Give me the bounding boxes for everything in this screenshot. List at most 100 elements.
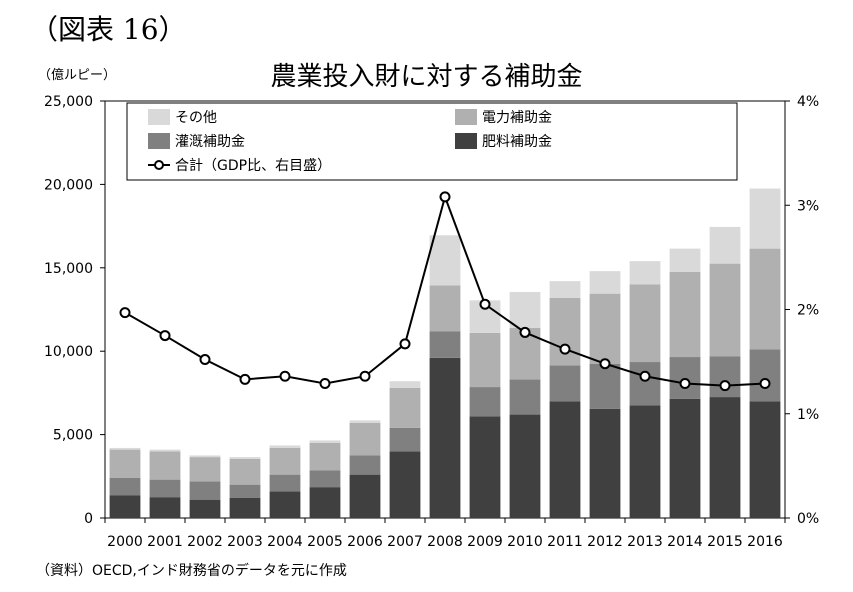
x-axis-tick-label: 2014 [667, 534, 703, 550]
bar-その他 [309, 440, 341, 443]
x-axis-tick-label: 2013 [627, 534, 663, 550]
line-gdp-ratio-point [279, 370, 291, 382]
bar-灌漑補助金 [429, 331, 461, 358]
bar-灌漑補助金 [189, 481, 221, 500]
figure-label: （図表 16） [30, 13, 187, 46]
bar-灌漑補助金 [469, 387, 501, 417]
legend-swatch-その他 [148, 109, 170, 125]
bar-肥料補助金 [669, 398, 701, 518]
bar-灌漑補助金 [629, 362, 661, 406]
x-axis-tick-label: 2016 [747, 534, 783, 550]
x-axis-tick-label: 2009 [467, 534, 503, 550]
x-axis-tick-label: 2007 [387, 534, 423, 550]
line-gdp-ratio-point [359, 370, 371, 382]
x-axis-tick-label: 2002 [187, 534, 223, 550]
line-gdp-ratio-point [399, 338, 411, 350]
left-axis-tick-label: 10,000 [44, 344, 93, 360]
bar-その他 [629, 261, 661, 285]
bar-灌漑補助金 [749, 349, 781, 402]
legend-swatch-肥料補助金 [455, 133, 477, 149]
left-axis-tick-label: 0 [84, 511, 93, 527]
bar-電力補助金 [149, 451, 181, 480]
bar-肥料補助金 [469, 416, 501, 518]
x-axis-tick-label: 2015 [707, 534, 743, 550]
line-gdp-ratio-point [639, 370, 651, 382]
bar-肥料補助金 [109, 495, 141, 518]
bar-肥料補助金 [309, 487, 341, 518]
left-axis-tick-label: 5,000 [53, 428, 93, 444]
line-gdp-ratio-point [119, 307, 131, 319]
x-axis-tick-label: 2011 [547, 534, 583, 550]
bar-電力補助金 [349, 422, 381, 456]
left-axis-unit-label: （億ルピー） [38, 68, 117, 83]
line-gdp-ratio-point [519, 326, 531, 338]
bar-灌漑補助金 [549, 365, 581, 402]
x-axis-tick-label: 2005 [307, 534, 343, 550]
legend-label: その他 [175, 110, 217, 126]
bar-電力補助金 [429, 285, 461, 332]
bar-灌漑補助金 [309, 470, 341, 488]
bar-その他 [429, 235, 461, 286]
bar-電力補助金 [189, 457, 221, 482]
bar-灌漑補助金 [389, 427, 421, 452]
bar-肥料補助金 [429, 357, 461, 518]
line-gdp-ratio-point [599, 358, 611, 370]
legend-label: 灌漑補助金 [175, 134, 245, 150]
bar-灌漑補助金 [149, 479, 181, 498]
bar-肥料補助金 [709, 397, 741, 518]
chart-title: 農業投入財に対する補助金 [270, 62, 583, 92]
line-gdp-ratio-point [239, 373, 251, 385]
left-axis-tick-label: 25,000 [44, 94, 93, 110]
legend-box [126, 102, 738, 181]
bar-肥料補助金 [749, 401, 781, 518]
bar-灌漑補助金 [589, 363, 621, 409]
left-axis-tick-label: 15,000 [44, 261, 93, 277]
bar-電力補助金 [709, 263, 741, 357]
line-gdp-ratio-point [319, 378, 331, 390]
bar-肥料補助金 [549, 401, 581, 518]
x-axis-tick-label: 2001 [147, 534, 183, 550]
source-note: （資料）OECD,インド財務省のデータを元に作成 [36, 563, 347, 579]
bar-電力補助金 [389, 387, 421, 428]
bar-電力補助金 [469, 332, 501, 388]
x-axis-tick-label: 2000 [107, 534, 143, 550]
x-axis-tick-label: 2012 [587, 534, 623, 550]
legend-label: 電力補助金 [482, 110, 552, 126]
line-gdp-ratio-point [159, 330, 171, 342]
x-axis-tick-label: 2010 [507, 534, 543, 550]
bar-電力補助金 [589, 293, 621, 364]
bar-電力補助金 [669, 271, 701, 358]
bar-灌漑補助金 [669, 357, 701, 399]
bar-その他 [669, 248, 701, 272]
bar-灌漑補助金 [109, 477, 141, 496]
bar-電力補助金 [109, 449, 141, 478]
right-axis-tick-label: 4% [797, 94, 819, 110]
bar-その他 [549, 281, 581, 298]
bar-電力補助金 [749, 248, 781, 350]
bar-灌漑補助金 [349, 455, 381, 475]
bar-電力補助金 [549, 297, 581, 366]
line-gdp-ratio-point [479, 298, 491, 310]
bar-その他 [589, 271, 621, 294]
right-axis-tick-label: 3% [797, 198, 819, 214]
x-axis-tick-label: 2004 [267, 534, 303, 550]
bar-肥料補助金 [629, 405, 661, 518]
bar-電力補助金 [269, 447, 301, 475]
bar-肥料補助金 [229, 497, 261, 518]
bar-その他 [349, 420, 381, 423]
legend-swatch-灌漑補助金 [148, 133, 170, 149]
bar-肥料補助金 [389, 451, 421, 518]
bar-電力補助金 [229, 458, 261, 485]
bar-灌漑補助金 [509, 379, 541, 415]
right-axis-tick-label: 0% [797, 511, 819, 527]
right-axis-tick-label: 1% [797, 407, 819, 423]
bar-肥料補助金 [269, 491, 301, 518]
legend-swatch-電力補助金 [455, 109, 477, 125]
bar-肥料補助金 [149, 497, 181, 518]
line-gdp-ratio-point [559, 343, 571, 355]
x-axis-tick-label: 2008 [427, 534, 463, 550]
bar-肥料補助金 [589, 408, 621, 518]
bar-その他 [749, 188, 781, 249]
bar-肥料補助金 [189, 499, 221, 518]
bar-電力補助金 [309, 442, 341, 471]
